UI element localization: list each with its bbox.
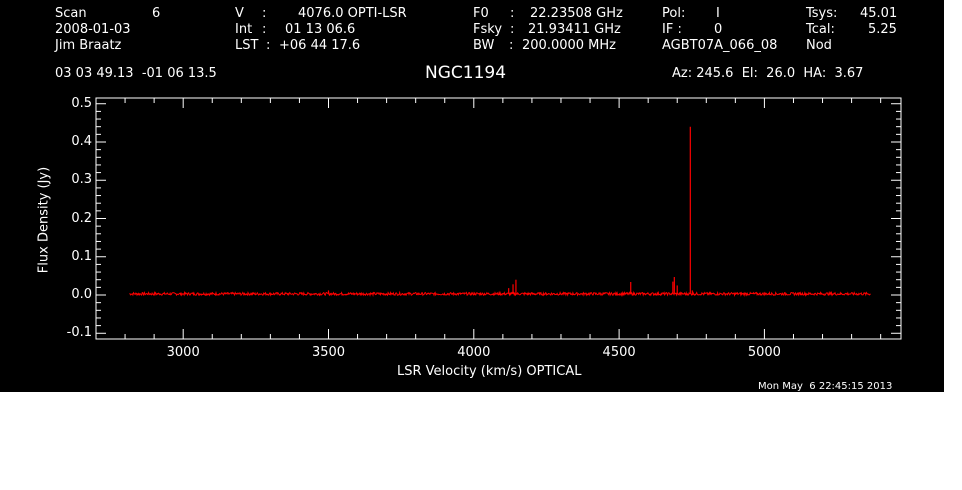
y-axis-label: Flux Density (Jy) [36,166,52,274]
tcal-value: 5.25 [868,22,897,37]
if-value: 0 [714,22,723,37]
scan-value: 6 [152,6,161,21]
spectral-features [327,126,693,294]
y-tick-label: 0.1 [71,248,92,264]
velocity-sep: : [262,6,267,21]
if-label: IF : [662,22,682,37]
x-tick-label: 3000 [166,345,200,360]
spectrum-panel: Scan 6 2008-01-03 Jim Braatz V : 4076.0 … [0,0,944,392]
observing-mode: Nod [806,38,832,53]
y-tick-label: 0.5 [71,95,92,111]
lst-label: LST [235,38,259,53]
scan-label: Scan [55,6,87,21]
x-axis-label: LSR Velocity (km/s) OPTICAL [397,364,582,379]
x-tick-label: 5000 [747,345,781,360]
project-id: AGBT07A_066_08 [662,38,778,53]
y-tick-label: 0.3 [71,172,92,188]
tsys-label: Tsys: [806,6,838,21]
x-tick-label: 4500 [602,345,636,360]
f0-value: 22.23508 GHz [530,6,623,21]
spectrum-trace [129,290,871,298]
int-value: 01 13 06.6 [285,22,356,37]
int-label: Int [235,22,253,37]
fsky-sep: : [510,22,515,37]
f0-sep: : [510,6,515,21]
y-tick-label: -0.1 [66,325,92,341]
axis-ticks [96,98,901,339]
velocity-value: 4076.0 OPTI-LSR [298,6,407,21]
x-tick-label: 4000 [457,345,491,360]
fsky-value: 21.93411 GHz [528,22,621,37]
fsky-label: Fsky [473,22,503,37]
bw-label: BW [473,38,495,53]
tsys-value: 45.01 [860,6,898,21]
plot-frame [95,97,902,340]
int-sep: : [262,22,267,37]
bw-value: 200.0000 MHz [522,38,616,53]
y-tick-label: 0.0 [71,287,92,302]
source-name-title: NGC1194 [425,63,507,83]
lst-value: +06 44 17.6 [279,38,361,53]
bw-sep: : [509,38,514,53]
pol-value: I [716,6,720,21]
y-tick-label: 0.2 [71,210,92,226]
observer-name: Jim Braatz [55,38,122,53]
velocity-label: V [235,6,244,21]
az-el-ha: Az: 245.6 El: 26.0 HA: 3.67 [672,66,864,81]
pol-label: Pol: [662,6,686,21]
y-tick-label: 0.4 [71,133,92,149]
x-tick-label: 3500 [311,345,346,360]
spectrum-chart [95,97,902,340]
f0-label: F0 [473,6,489,21]
render-timestamp: Mon May 6 22:45:15 2013 [758,381,893,392]
source-coordinates: 03 03 49.13 -01 06 13.5 [55,66,217,81]
tcal-label: Tcal: [806,22,835,37]
lst-sep: : [266,38,271,53]
observation-date: 2008-01-03 [55,22,131,37]
